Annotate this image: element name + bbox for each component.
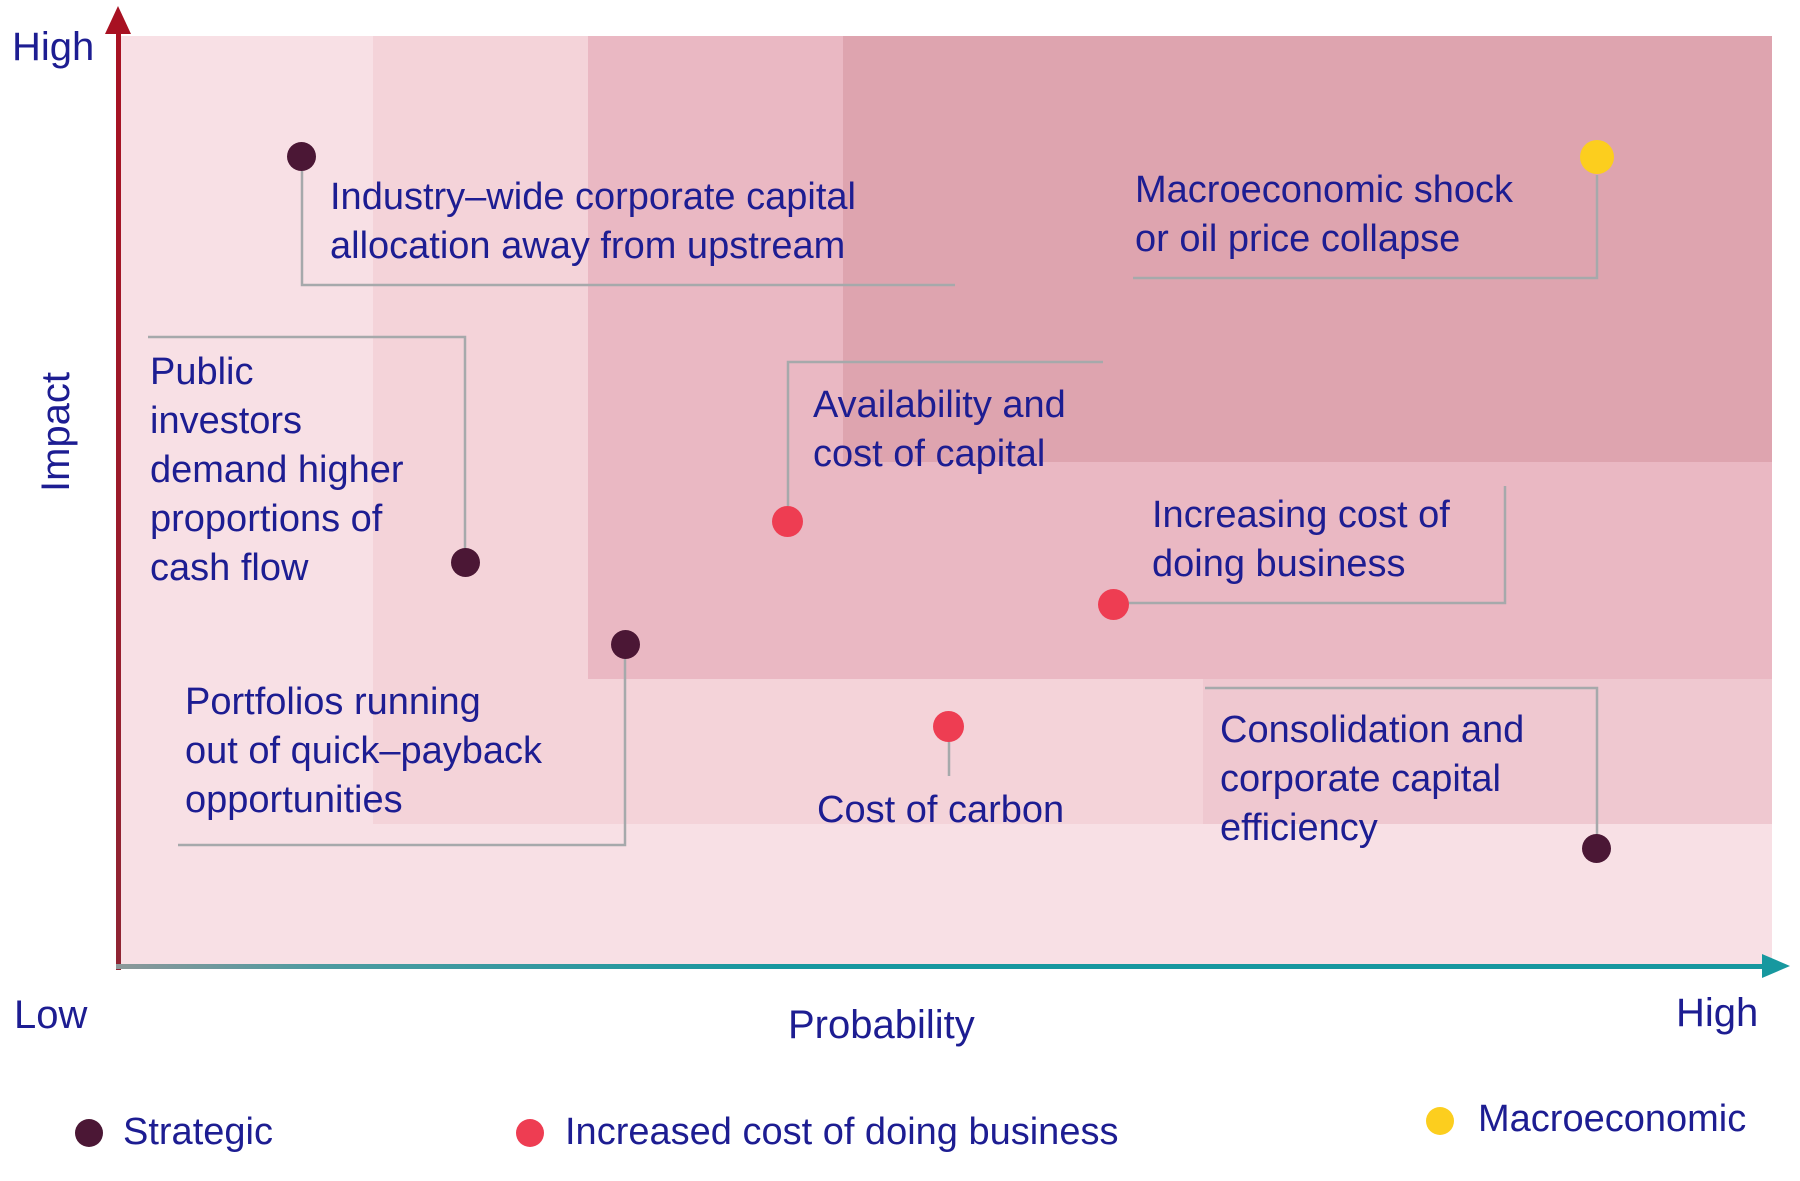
connector-macroeconomic-shock xyxy=(1133,175,1599,280)
data-point-public-investors-cash-flow xyxy=(450,548,480,578)
data-point-macroeconomic-shock xyxy=(1579,140,1614,175)
connector-consolidation xyxy=(1205,686,1599,836)
x-axis xyxy=(116,964,1766,969)
data-point-consolidation-capital-efficiency xyxy=(1582,834,1612,864)
data-point-industry-capital-allocation xyxy=(287,141,317,171)
connector-availability-cost-of-capital xyxy=(786,360,1103,506)
label-consolidation: Consolidation and corporate capital effi… xyxy=(1220,709,1525,849)
label-industry-capital-allocation: Industry–wide corporate capital allocati… xyxy=(330,176,856,267)
x-axis-title: Probability xyxy=(788,1003,975,1047)
data-point-portfolios-quick-payback xyxy=(611,630,641,660)
y-axis-title: Impact xyxy=(34,372,78,493)
legend-increased-cost-label: Increased cost of doing business xyxy=(565,1111,1119,1153)
origin-low-label: Low xyxy=(14,993,88,1037)
data-point-increasing-cost-of-business xyxy=(1098,589,1130,621)
label-availability-cost-of-capital: Availability and cost of capital xyxy=(813,384,1066,475)
x-axis-max-label: High xyxy=(1676,991,1759,1035)
legend-macroeconomic-label: Macroeconomic xyxy=(1478,1098,1747,1140)
legend-macroeconomic-dot-icon xyxy=(1426,1107,1454,1135)
label-macroeconomic-shock: Macroeconomic shock or oil price collaps… xyxy=(1135,169,1514,260)
data-point-availability-cost-of-capital xyxy=(772,506,804,538)
risk-band-high xyxy=(843,36,1772,462)
legend-increased-cost-dot-icon xyxy=(516,1119,544,1147)
connector-increasing-cost xyxy=(1127,486,1507,605)
y-axis-max-label: High xyxy=(12,25,95,69)
connector-industry-capital-allocation xyxy=(300,171,955,287)
label-public-investors: Public investors demand higher proportio… xyxy=(150,351,404,589)
risk-band-mid-low xyxy=(1203,679,1772,824)
x-axis-arrow-icon xyxy=(1762,954,1790,978)
legend-strategic-label: Strategic xyxy=(123,1111,273,1153)
connector-portfolios-quick-payback xyxy=(178,658,627,847)
data-point-cost-of-carbon xyxy=(932,711,964,743)
legend-strategic-dot-icon xyxy=(75,1119,103,1147)
label-cost-of-carbon: Cost of carbon xyxy=(817,789,1065,831)
connector-public-investors xyxy=(148,335,467,550)
y-axis-arrow-icon xyxy=(105,6,131,34)
label-increasing-cost: Increasing cost of doing business xyxy=(1152,494,1450,585)
y-axis xyxy=(116,26,121,970)
label-portfolios-quick-payback: Portfolios running out of quick–payback … xyxy=(185,681,543,821)
